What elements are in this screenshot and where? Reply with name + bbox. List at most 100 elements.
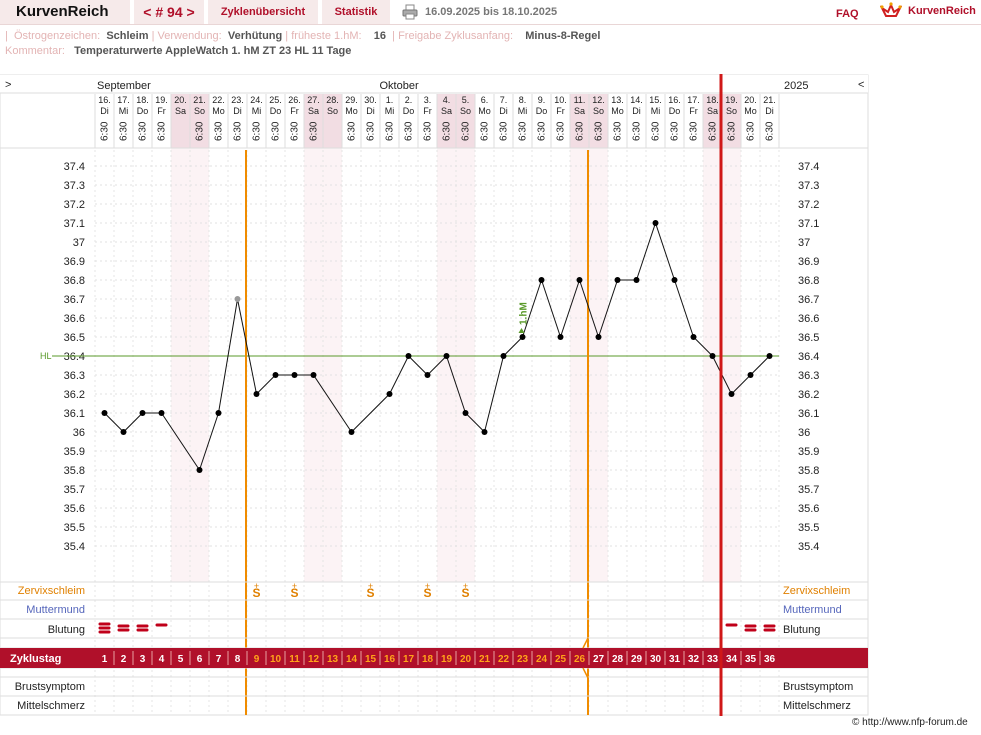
temperature-segment: [123, 412, 143, 433]
temperature-segment: [389, 355, 409, 395]
first-high-arrow: [518, 328, 525, 333]
weekend-body-bg: [722, 148, 741, 582]
y-tick-right: 36.7: [798, 294, 819, 306]
y-tick-left: 37.3: [64, 180, 85, 192]
cycle-nav-button[interactable]: < # 94 >: [134, 0, 204, 24]
day-number: 12.: [592, 95, 605, 105]
weekend-head-bg: [171, 94, 190, 148]
mucus-symbol: S: [423, 586, 431, 600]
weekday-label: Fr: [290, 106, 299, 116]
temperature-segment: [655, 222, 675, 281]
cycle-day-number: 1: [102, 654, 108, 665]
weekday-label: Mo: [611, 106, 624, 116]
weekday-label: Fr: [157, 106, 166, 116]
mucus-plus: +: [463, 581, 468, 591]
earliest-label: früheste 1.hM:: [291, 30, 362, 42]
statistics-tab[interactable]: Statistik: [322, 0, 390, 24]
temperature-segment: [351, 393, 390, 433]
weekday-label: Sa: [574, 106, 585, 116]
day-number: 16.: [98, 95, 111, 105]
weekday-label: Do: [536, 106, 548, 116]
temperature-point: [253, 391, 260, 397]
month-row: [0, 75, 868, 93]
y-tick-left: 36.5: [64, 332, 85, 344]
weekend-head-bg: [722, 94, 741, 148]
temperature-point: [196, 467, 203, 473]
day-number: 25.: [269, 95, 282, 105]
printer-icon[interactable]: [402, 4, 418, 20]
temperature-segment: [446, 355, 466, 414]
cycle-day-number: 23: [517, 654, 529, 665]
weekend-head-bg: [570, 94, 589, 148]
cycle-day-number: 15: [365, 654, 377, 665]
temperature-point: [291, 372, 298, 378]
time-label: 6:30: [518, 121, 529, 141]
y-tick-left: 36.9: [64, 256, 85, 268]
row-label-cervix-left: Muttermund: [26, 604, 85, 616]
row-label-bleeding-left: Blutung: [48, 624, 85, 636]
comment-label: Kommentar:: [5, 45, 65, 57]
temperature-point: [424, 372, 431, 378]
weekday-label: Sa: [308, 106, 319, 116]
time-label: 6:30: [138, 121, 149, 141]
cycle-day-number: 33: [707, 654, 719, 665]
time-label: 6:30: [423, 121, 434, 141]
cycle-day-number: 14: [346, 654, 358, 665]
y-tick-right: 37.1: [798, 218, 819, 230]
y-tick-left: 35.5: [64, 522, 85, 534]
weekday-label: Fr: [689, 106, 698, 116]
weekday-label: Mi: [518, 106, 528, 116]
weekday-label: So: [327, 106, 338, 116]
day-number: 21.: [193, 95, 206, 105]
weekend-body-bg: [589, 148, 608, 582]
mucus-plus: +: [368, 581, 373, 591]
cycle-overview-tab[interactable]: Zyklenübersicht: [208, 0, 318, 24]
brand-name[interactable]: KurvenReich: [908, 5, 976, 17]
copyright: © http://www.nfp-forum.de: [852, 717, 968, 728]
time-label: 6:30: [100, 121, 111, 141]
day-number: 1.: [386, 95, 394, 105]
weekday-label: Sa: [175, 106, 186, 116]
day-number: 17.: [687, 95, 700, 105]
weekday-label: Mi: [385, 106, 395, 116]
weekend-head-bg: [190, 94, 209, 148]
weekday-label: So: [593, 106, 604, 116]
temperature-segment: [693, 336, 713, 357]
temperature-segment: [465, 412, 485, 433]
nav-next: <: [858, 79, 864, 91]
day-number: 21.: [763, 95, 776, 105]
y-tick-right: 35.9: [798, 446, 819, 458]
day-number: 18.: [136, 95, 149, 105]
time-label: 6:30: [290, 121, 301, 141]
day-number: 3.: [424, 95, 432, 105]
y-tick-right: 36.3: [798, 370, 819, 382]
y-tick-right: 36.9: [798, 256, 819, 268]
month-label: Oktober: [380, 80, 419, 92]
app-logo[interactable]: KurvenReich: [0, 0, 130, 24]
day-number: 9.: [538, 95, 546, 105]
time-label: 6:30: [366, 121, 377, 141]
y-tick-left: 36: [73, 427, 85, 439]
weekday-label: Do: [669, 106, 681, 116]
weekday-label: Di: [632, 106, 641, 116]
weekend-body-bg: [456, 148, 475, 582]
cycle-day-number: 29: [631, 654, 643, 665]
temperature-point: [405, 353, 412, 359]
weekday-label: Di: [366, 106, 375, 116]
weekend-body-bg: [304, 148, 323, 582]
cycle-day-number: 32: [688, 654, 700, 665]
bleeding-mark: [155, 623, 168, 627]
cycle-day-number: 4: [159, 654, 165, 665]
temperature-point: [538, 277, 545, 283]
day-number: 24.: [250, 95, 263, 105]
weekday-label: Fr: [423, 106, 432, 116]
weekday-label: Mi: [252, 106, 262, 116]
cycle-day-number: 10: [270, 654, 282, 665]
weekday-label: So: [194, 106, 205, 116]
cycle-day-number: 27: [593, 654, 605, 665]
faq-link[interactable]: FAQ: [836, 8, 859, 20]
y-tick-left: 37.4: [64, 161, 85, 173]
weekday-label: So: [460, 106, 471, 116]
weekday-label: Mi: [119, 106, 129, 116]
temperature-point: [272, 372, 279, 378]
